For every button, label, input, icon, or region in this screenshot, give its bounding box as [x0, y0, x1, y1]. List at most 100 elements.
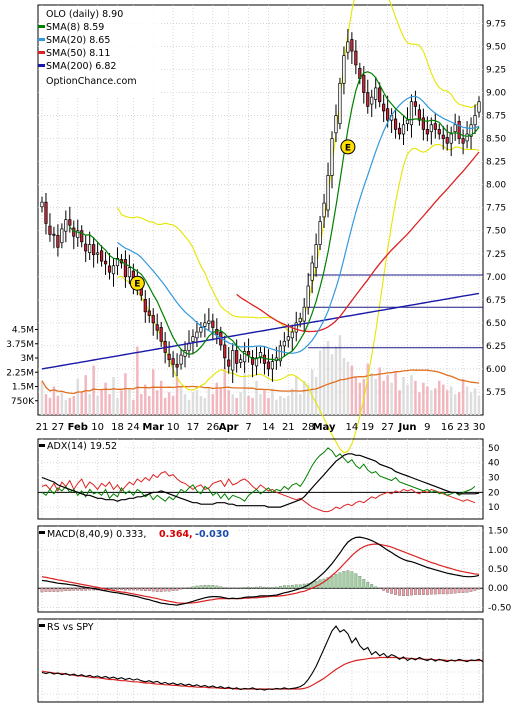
volume-bar — [215, 382, 219, 415]
volume-tick-label: 2.25M — [6, 368, 34, 378]
candle-body — [465, 133, 469, 142]
candle-body — [342, 55, 346, 84]
candle-body — [473, 115, 477, 126]
candle-body — [326, 175, 330, 211]
candle-body — [282, 340, 286, 347]
macd-histogram-bar — [473, 588, 477, 591]
volume-bar — [219, 388, 223, 415]
macd-histogram-bar — [330, 576, 334, 589]
candle-body — [413, 101, 418, 107]
macd-tick-label: 1.50 — [488, 527, 508, 537]
macd-histogram-bar — [366, 581, 370, 589]
volume-bar — [275, 399, 278, 415]
macd-histogram-bar — [358, 576, 362, 589]
candle-body — [445, 137, 449, 144]
legend-swatch — [38, 38, 45, 41]
macd-histogram-bar — [326, 577, 330, 589]
adx-title-swatch — [39, 444, 45, 447]
volume-bar — [378, 367, 381, 415]
candle-body — [278, 345, 282, 362]
adx-tick-label: 20 — [488, 488, 500, 498]
volume-bar — [350, 365, 354, 415]
macd-histogram-bar — [135, 588, 139, 591]
candle-body — [318, 221, 322, 245]
volume-bar — [402, 377, 405, 415]
candle-body — [96, 252, 100, 255]
volume-bar — [84, 375, 87, 415]
macd-histogram-bar — [449, 588, 453, 594]
candle-body — [366, 92, 370, 107]
macd-histogram-bar — [44, 588, 48, 592]
macd-histogram-bar — [199, 585, 203, 589]
candle-body — [405, 119, 410, 124]
candle-body — [60, 228, 64, 244]
x-axis-label: 10 — [91, 422, 104, 433]
volume-bar — [56, 396, 60, 415]
volume-bar — [453, 394, 457, 415]
volume-tick-label: 750K — [11, 397, 35, 407]
price-tick-label: 6.25 — [486, 342, 506, 352]
volume-bar — [442, 384, 445, 415]
candle-body — [374, 87, 378, 100]
volume-bar — [330, 354, 334, 415]
candle-body — [171, 358, 175, 365]
candle-body — [370, 96, 374, 105]
macd-histogram-bar — [84, 588, 88, 591]
candle-body — [453, 124, 457, 133]
volume-bar — [231, 394, 234, 415]
macd-histogram-bar — [278, 586, 282, 589]
macd-histogram-bar — [437, 588, 441, 595]
x-axis-label: 23 — [457, 422, 470, 433]
candle-body — [64, 219, 68, 232]
candle-body — [290, 331, 294, 339]
price-tick-label: 6.00 — [486, 365, 506, 375]
macd-histogram-bar — [259, 586, 262, 589]
macd-histogram-bar — [457, 588, 461, 593]
legend-swatch — [38, 25, 45, 28]
macd-histogram-bar — [183, 588, 187, 589]
x-axis-label: 16 — [441, 422, 454, 433]
macd-histogram-bar — [421, 588, 425, 595]
candle-body — [80, 230, 84, 243]
price-tick-label: 9.50 — [486, 42, 506, 52]
candle-body — [262, 354, 267, 364]
volume-bar — [283, 397, 286, 415]
macd-histogram-bar — [314, 581, 318, 589]
macd-histogram-bar — [453, 588, 457, 594]
macd-histogram-bar — [374, 586, 378, 589]
price-tick-label: 9.75 — [486, 19, 506, 29]
sma8-line — [69, 71, 480, 361]
price-tick-label: 7.00 — [486, 273, 506, 283]
candle-body — [354, 50, 358, 66]
macd-histogram-bar — [163, 588, 167, 592]
volume-bar — [354, 377, 358, 415]
candle-body — [127, 267, 131, 278]
x-axis-label: 17 — [187, 422, 200, 433]
macd-histogram-bar — [64, 588, 68, 592]
volume-bar — [477, 396, 481, 415]
candle-body — [409, 101, 414, 126]
volume-bar — [342, 358, 346, 415]
candle-body — [111, 265, 116, 275]
volume-bar — [144, 384, 147, 415]
macd-histogram-bar — [338, 572, 342, 589]
candle-body — [425, 129, 429, 135]
volume-bar — [346, 361, 350, 415]
macd-histogram-bar — [195, 585, 199, 589]
legend-swatch — [38, 51, 45, 54]
candle-body — [334, 115, 338, 134]
candle-body — [449, 133, 453, 144]
volume-bar — [60, 392, 64, 415]
price-tick-label: 9.00 — [486, 89, 506, 99]
candle-body — [203, 322, 207, 327]
volume-bar — [422, 382, 425, 415]
volume-bar — [457, 392, 461, 415]
macd-histogram-bar — [231, 587, 235, 589]
macd-title: MACD(8,40,9) 0.333, — [47, 529, 146, 540]
candle-body — [44, 201, 48, 224]
volume-bar — [366, 363, 370, 415]
candle-body — [294, 322, 298, 333]
macd-histogram-bar — [290, 584, 294, 589]
macd-histogram-bar — [425, 588, 429, 595]
candle-body — [314, 244, 318, 268]
